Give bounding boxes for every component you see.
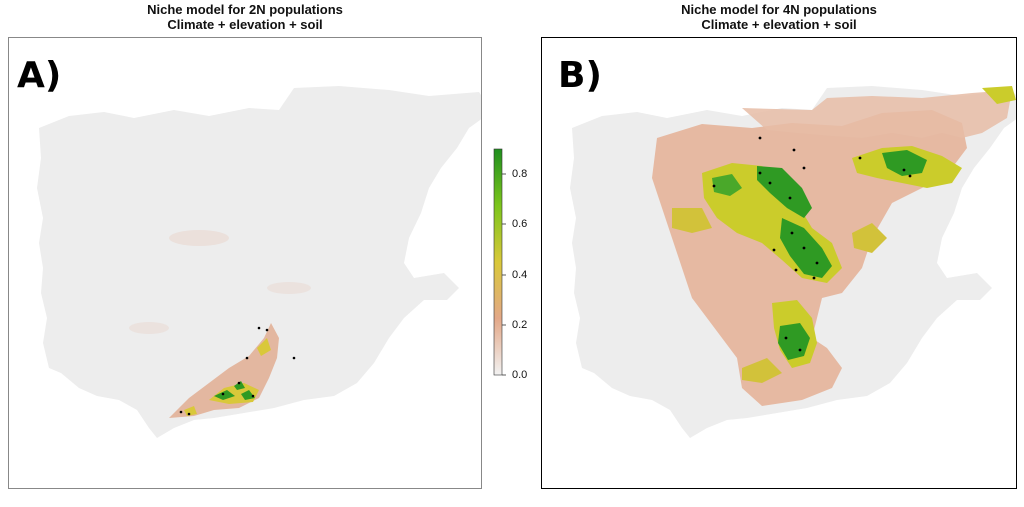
panel-b-iberia-map bbox=[570, 86, 1016, 438]
legend-tick-label: 0.4 bbox=[512, 269, 528, 281]
legend-tick-label: 0.6 bbox=[512, 218, 528, 230]
panel-b-label: B) bbox=[558, 55, 602, 96]
panel-b-title: Niche model for 4N populations Climate +… bbox=[541, 2, 1017, 32]
panel-a-label: A) bbox=[17, 55, 62, 96]
panel-a-title: Niche model for 2N populations Climate +… bbox=[8, 2, 482, 32]
panel-a-iberia-map bbox=[37, 86, 481, 438]
legend-colorbar bbox=[493, 148, 506, 376]
iberia-landmass bbox=[37, 86, 481, 438]
panel-a-map: A) bbox=[8, 37, 482, 489]
legend-tick-label: 0.0 bbox=[512, 369, 528, 381]
panel-b-title-line1: Niche model for 4N populations bbox=[681, 2, 877, 17]
panel-a-title-line2: Climate + elevation + soil bbox=[167, 17, 323, 32]
suitability-legend: 0.8 0.6 0.4 0.2 0.0 bbox=[490, 145, 550, 385]
panel-b-title-line2: Climate + elevation + soil bbox=[701, 17, 857, 32]
legend-tick-label: 0.2 bbox=[512, 319, 528, 331]
legend-tick-label: 0.8 bbox=[512, 168, 528, 180]
panel-a-title-line1: Niche model for 2N populations bbox=[147, 2, 343, 17]
panel-b-map: B) bbox=[541, 37, 1017, 489]
